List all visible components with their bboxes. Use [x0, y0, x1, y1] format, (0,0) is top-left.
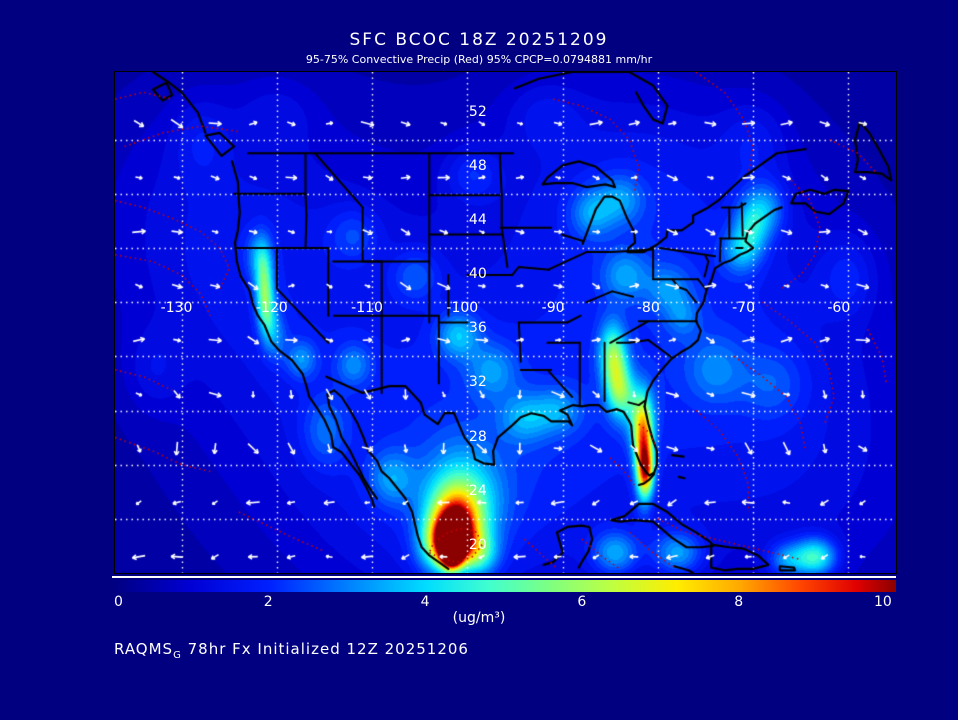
longitude-label: -130 [160, 299, 193, 316]
map-overlay-canvas [115, 72, 896, 573]
colorbar [112, 578, 896, 592]
longitude-label: -90 [541, 299, 565, 316]
footer-model-subscript: G [173, 650, 182, 661]
latitude-label: 20 [468, 536, 487, 553]
colorbar-tick-label: 0 [114, 594, 123, 610]
footer-model-name: RAQMS [114, 640, 174, 658]
latitude-label: 32 [468, 374, 487, 391]
colorbar-units-label: (ug/m³) [452, 610, 506, 626]
colorbar-tick-label: 10 [874, 594, 892, 610]
colorbar-tick-label: 2 [263, 594, 273, 610]
colorbar-tick-label: 4 [420, 594, 430, 610]
colorbar-tick-label: 8 [734, 594, 744, 610]
longitude-label: -80 [636, 299, 660, 316]
colorbar-top-rule [112, 576, 896, 578]
longitude-label: -60 [827, 299, 851, 316]
latitude-label: 24 [468, 482, 487, 499]
longitude-label: -70 [732, 299, 755, 316]
footer-model-detail: 78hr Fx Initialized 12Z 20251206 [181, 640, 469, 658]
latitude-label: 48 [468, 157, 487, 174]
latitude-label: 28 [468, 428, 487, 445]
page-title: SFC BCOC 18Z 20251209 [349, 30, 609, 50]
page-subtitle: 95-75% Convective Precip (Red) 95% CPCP=… [305, 53, 653, 66]
latitude-label: 52 [468, 103, 487, 120]
longitude-label: -120 [255, 299, 288, 316]
longitude-label: -100 [446, 299, 479, 316]
longitude-label: -110 [351, 299, 383, 316]
latitude-label: 40 [468, 266, 487, 283]
colorbar-tick-label: 6 [577, 594, 587, 610]
footer-model-info: RAQMSG 78hr Fx Initialized 12Z 20251206 [114, 640, 469, 661]
latitude-label: 44 [468, 211, 487, 228]
latitude-label: 36 [468, 320, 487, 337]
map-plot-area: -130 -120 -110 -100 -90 -80 -70 -60 52 48 44 40 36 32… [114, 71, 897, 574]
colorbar-gradient [112, 580, 896, 592]
